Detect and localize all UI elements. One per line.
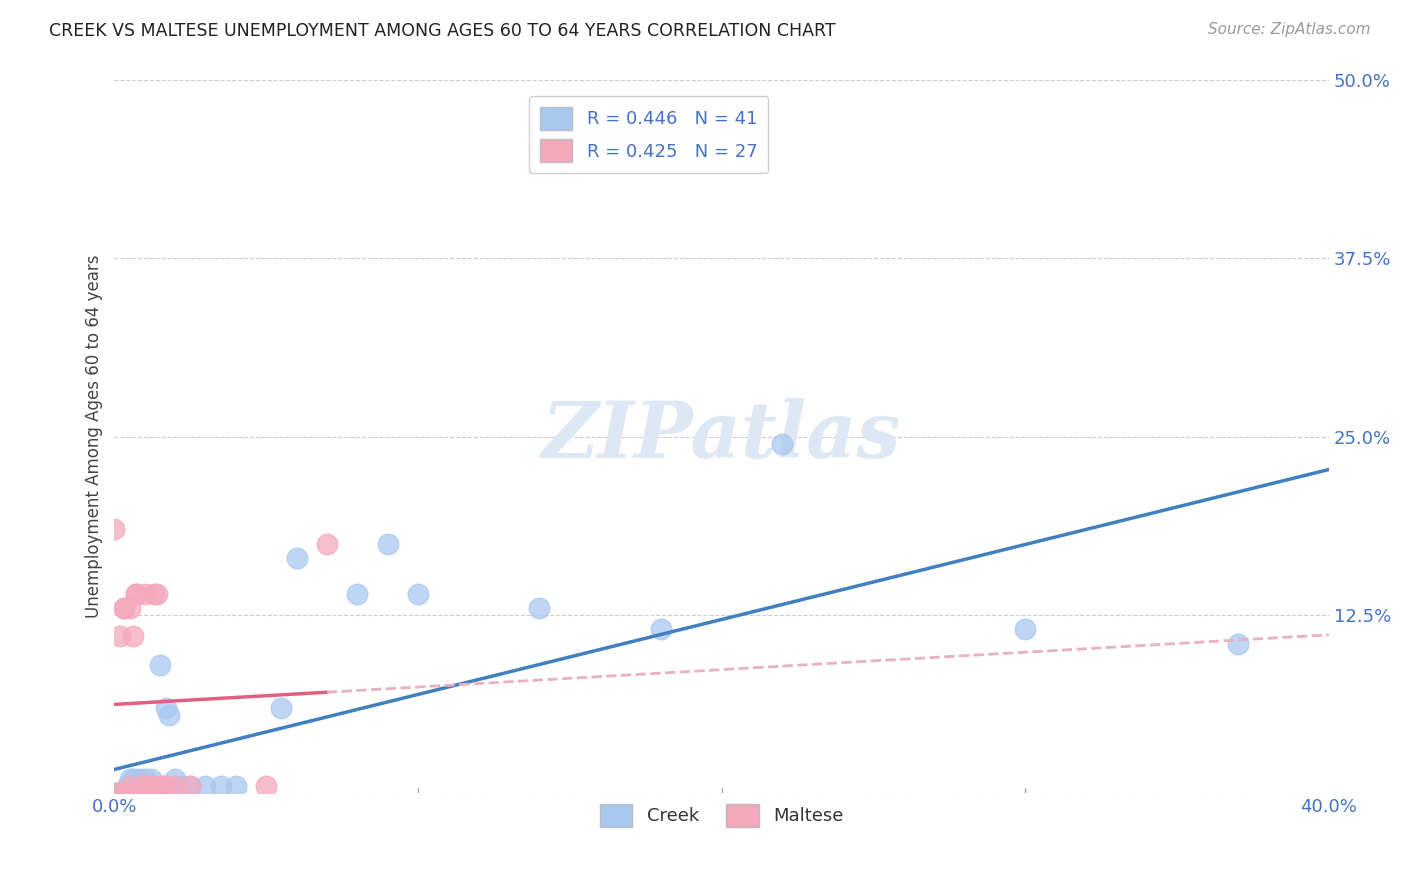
Point bbox=[377, 536, 399, 550]
Point bbox=[118, 779, 141, 793]
Point bbox=[103, 786, 125, 800]
Point bbox=[316, 536, 339, 550]
Point bbox=[142, 779, 165, 793]
Point bbox=[134, 779, 156, 793]
Point bbox=[118, 779, 141, 793]
Point bbox=[149, 779, 172, 793]
Point bbox=[118, 772, 141, 786]
Point bbox=[155, 779, 177, 793]
Point bbox=[194, 779, 217, 793]
Point bbox=[134, 786, 156, 800]
Point bbox=[165, 779, 187, 793]
Point bbox=[142, 586, 165, 600]
Point bbox=[650, 622, 672, 636]
Point bbox=[115, 786, 138, 800]
Point bbox=[165, 772, 187, 786]
Point bbox=[285, 550, 308, 565]
Point bbox=[155, 700, 177, 714]
Point bbox=[406, 586, 429, 600]
Point bbox=[128, 772, 150, 786]
Point bbox=[124, 586, 146, 600]
Point bbox=[149, 657, 172, 672]
Point bbox=[110, 786, 132, 800]
Point bbox=[107, 786, 129, 800]
Point bbox=[124, 786, 146, 800]
Point bbox=[136, 779, 159, 793]
Point bbox=[118, 786, 141, 800]
Point bbox=[121, 772, 143, 786]
Legend: Creek, Maltese: Creek, Maltese bbox=[592, 797, 851, 834]
Point bbox=[110, 629, 132, 643]
Point bbox=[124, 586, 146, 600]
Point bbox=[225, 779, 247, 793]
Point bbox=[124, 779, 146, 793]
Point bbox=[121, 779, 143, 793]
Point bbox=[179, 779, 201, 793]
Point bbox=[146, 779, 169, 793]
Text: CREEK VS MALTESE UNEMPLOYMENT AMONG AGES 60 TO 64 YEARS CORRELATION CHART: CREEK VS MALTESE UNEMPLOYMENT AMONG AGES… bbox=[49, 22, 835, 40]
Text: ZIPatlas: ZIPatlas bbox=[541, 399, 901, 475]
Point bbox=[103, 523, 125, 537]
Point bbox=[170, 779, 193, 793]
Point bbox=[152, 779, 174, 793]
Point bbox=[157, 707, 180, 722]
Point bbox=[115, 779, 138, 793]
Point bbox=[152, 779, 174, 793]
Point bbox=[131, 779, 153, 793]
Point bbox=[136, 779, 159, 793]
Point bbox=[179, 779, 201, 793]
Point bbox=[346, 586, 368, 600]
Y-axis label: Unemployment Among Ages 60 to 64 years: Unemployment Among Ages 60 to 64 years bbox=[86, 255, 103, 618]
Point bbox=[112, 600, 135, 615]
Point bbox=[134, 586, 156, 600]
Point bbox=[529, 600, 551, 615]
Point bbox=[270, 700, 292, 714]
Point bbox=[107, 786, 129, 800]
Point bbox=[121, 629, 143, 643]
Point bbox=[1014, 622, 1036, 636]
Point bbox=[209, 779, 232, 793]
Point bbox=[112, 786, 135, 800]
Point bbox=[1226, 636, 1249, 650]
Point bbox=[146, 586, 169, 600]
Point bbox=[770, 437, 793, 451]
Point bbox=[115, 786, 138, 800]
Point bbox=[254, 779, 277, 793]
Point bbox=[118, 600, 141, 615]
Point bbox=[112, 600, 135, 615]
Point bbox=[103, 786, 125, 800]
Point bbox=[131, 779, 153, 793]
Point bbox=[128, 786, 150, 800]
Text: Source: ZipAtlas.com: Source: ZipAtlas.com bbox=[1208, 22, 1371, 37]
Point bbox=[134, 772, 156, 786]
Point bbox=[139, 779, 162, 793]
Point bbox=[139, 772, 162, 786]
